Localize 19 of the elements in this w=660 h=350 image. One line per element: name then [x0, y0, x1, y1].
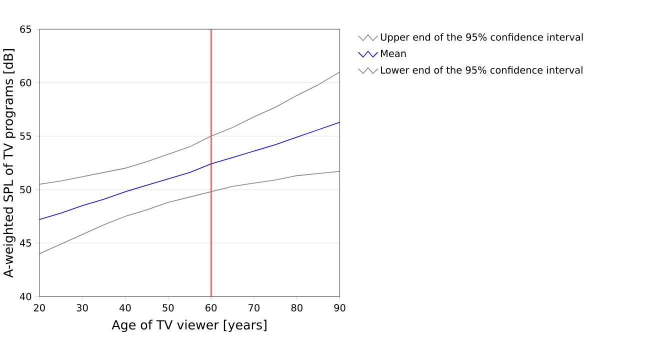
legend-label: Upper end of the 95% confidence interval [380, 33, 583, 43]
x-tick-label: 30 [76, 304, 88, 312]
x-tick-label: 80 [291, 304, 302, 312]
x-tick-label: 70 [248, 304, 260, 312]
legend-label: Lower end of the 95% confidence interval [381, 66, 582, 74]
y-tick-label: 60 [20, 78, 32, 86]
y-axis-title: A-weighted SPL of TV programs [dB] [3, 49, 16, 278]
x-tick-label: 60 [206, 304, 217, 312]
y-tick-label: 50 [20, 186, 32, 194]
x-axis-title: Age of TV viewer [years] [112, 320, 266, 332]
x-tick-label: 90 [334, 304, 346, 312]
legend-label: Mean [381, 50, 406, 58]
y-tick-label: 40 [20, 292, 32, 300]
y-tick-label: 65 [20, 25, 31, 33]
y-tick-label: 45 [20, 239, 31, 247]
y-tick-label: 55 [20, 132, 31, 140]
x-tick-label: 20 [34, 304, 45, 312]
x-tick-label: 40 [120, 304, 131, 312]
x-tick-label: 50 [162, 304, 174, 312]
